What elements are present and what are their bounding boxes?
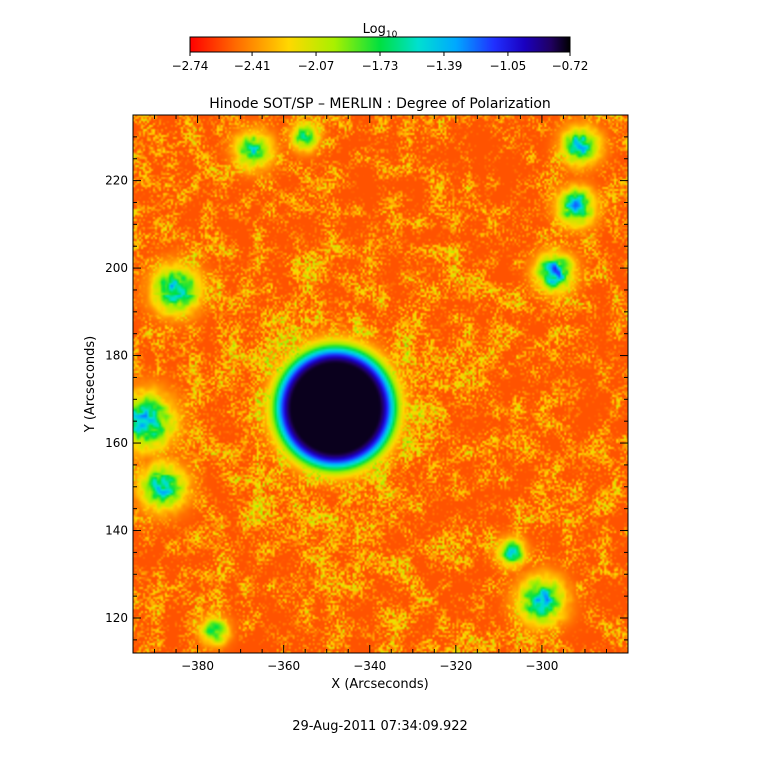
colorbar-tick-label: −2.07 bbox=[298, 59, 335, 73]
colorbar-ticks: −2.74 −2.41 −2.07 −1.73 −1.39 −1.05 −0.72 bbox=[172, 52, 589, 73]
colorbar-gradient bbox=[189, 36, 571, 53]
y-axis: 120 140 160 180 200 220 bbox=[105, 114, 628, 641]
x-tick-label: −360 bbox=[267, 659, 300, 673]
chart-title: Hinode SOT/SP – MERLIN : Degree of Polar… bbox=[209, 96, 551, 112]
x-axis: −380 −360 −340 −320 −300 bbox=[154, 115, 629, 673]
timestamp: 29-Aug-2011 07:34:09.922 bbox=[292, 719, 468, 734]
colorbar-tick-label: −2.74 bbox=[172, 59, 209, 73]
y-tick-label: 120 bbox=[105, 611, 128, 625]
x-tick-label: −340 bbox=[353, 659, 386, 673]
x-axis-label: X (Arcseconds) bbox=[331, 677, 428, 692]
colorbar-tick-label: −1.73 bbox=[362, 59, 399, 73]
colorbar: Log10 −2.74 −2.41 −2.07 −1.73 −1.39 −1.05 −0.7… bbox=[172, 22, 589, 73]
colorbar-tick-label: −1.05 bbox=[490, 59, 527, 73]
polarization-map bbox=[133, 115, 628, 653]
colorbar-tick-label: −2.41 bbox=[234, 59, 271, 73]
plot-frame bbox=[132, 114, 629, 654]
colorbar-tick-label: −1.39 bbox=[426, 59, 463, 73]
y-tick-label: 220 bbox=[105, 174, 128, 188]
x-tick-label: −300 bbox=[525, 659, 558, 673]
x-tick-label: −380 bbox=[181, 659, 214, 673]
y-tick-label: 180 bbox=[105, 349, 128, 363]
colorbar-tick-label: −0.72 bbox=[552, 59, 589, 73]
colorbar-title: Log10 bbox=[363, 22, 398, 40]
y-tick-label: 160 bbox=[105, 436, 128, 450]
y-axis-label: Y (Arcseconds) bbox=[83, 336, 98, 433]
y-tick-label: 140 bbox=[105, 524, 128, 538]
x-tick-label: −320 bbox=[439, 659, 472, 673]
y-tick-label: 200 bbox=[105, 261, 128, 275]
